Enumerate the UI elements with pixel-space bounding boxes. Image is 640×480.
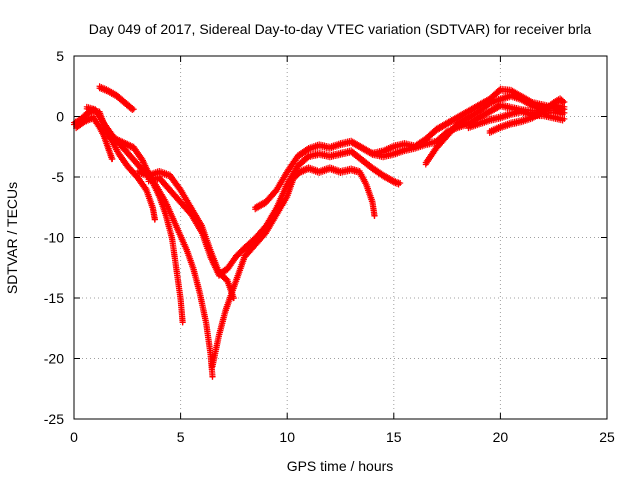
data-point bbox=[561, 109, 568, 116]
y-tick-label: -20 bbox=[44, 351, 64, 367]
x-tick-label: 10 bbox=[279, 429, 295, 445]
data-point bbox=[304, 155, 311, 162]
data-point bbox=[130, 106, 137, 113]
data-markers bbox=[71, 83, 568, 380]
plot-frame bbox=[73, 55, 608, 420]
data-point bbox=[496, 88, 503, 95]
axis-ticks: 0 5 10 15 20 25 5 0 -5 -10 -15 -20 -25 bbox=[44, 48, 615, 445]
data-point bbox=[561, 98, 568, 105]
y-tick-label: -15 bbox=[44, 290, 64, 306]
y-axis-label: SDTVAR / TECUs bbox=[4, 182, 20, 294]
x-axis-label: GPS time / hours bbox=[287, 458, 394, 474]
y-tick-label: -5 bbox=[52, 169, 65, 185]
data-point bbox=[397, 180, 404, 187]
data-point bbox=[179, 319, 186, 326]
x-tick-label: 0 bbox=[70, 429, 78, 445]
y-tick-label: 0 bbox=[56, 109, 64, 125]
chart-title: Day 049 of 2017, Sidereal Day-to-day VTE… bbox=[89, 21, 592, 37]
x-tick-label: 25 bbox=[599, 429, 615, 445]
y-tick-label: -10 bbox=[44, 230, 64, 246]
data-point bbox=[152, 216, 159, 223]
x-tick-label: 5 bbox=[177, 429, 185, 445]
x-tick-label: 20 bbox=[493, 429, 509, 445]
data-point bbox=[209, 373, 216, 380]
y-tick-label: -25 bbox=[44, 411, 64, 427]
data-point bbox=[371, 212, 378, 219]
y-tick-label: 5 bbox=[56, 48, 64, 64]
data-point bbox=[561, 115, 568, 122]
x-tick-label: 15 bbox=[386, 429, 402, 445]
data-point bbox=[109, 155, 116, 162]
